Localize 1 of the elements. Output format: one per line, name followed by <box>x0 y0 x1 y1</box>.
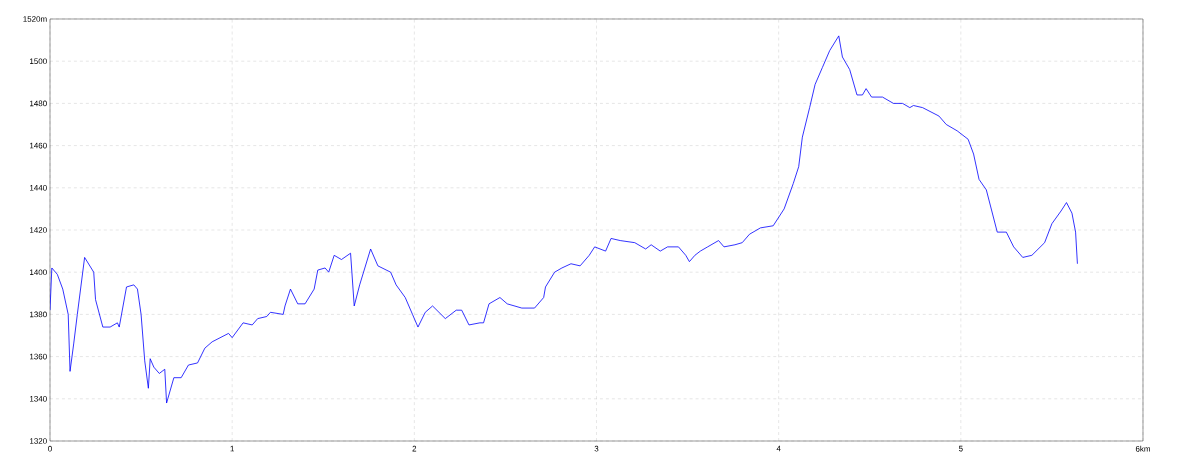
line-series <box>50 35 1078 404</box>
